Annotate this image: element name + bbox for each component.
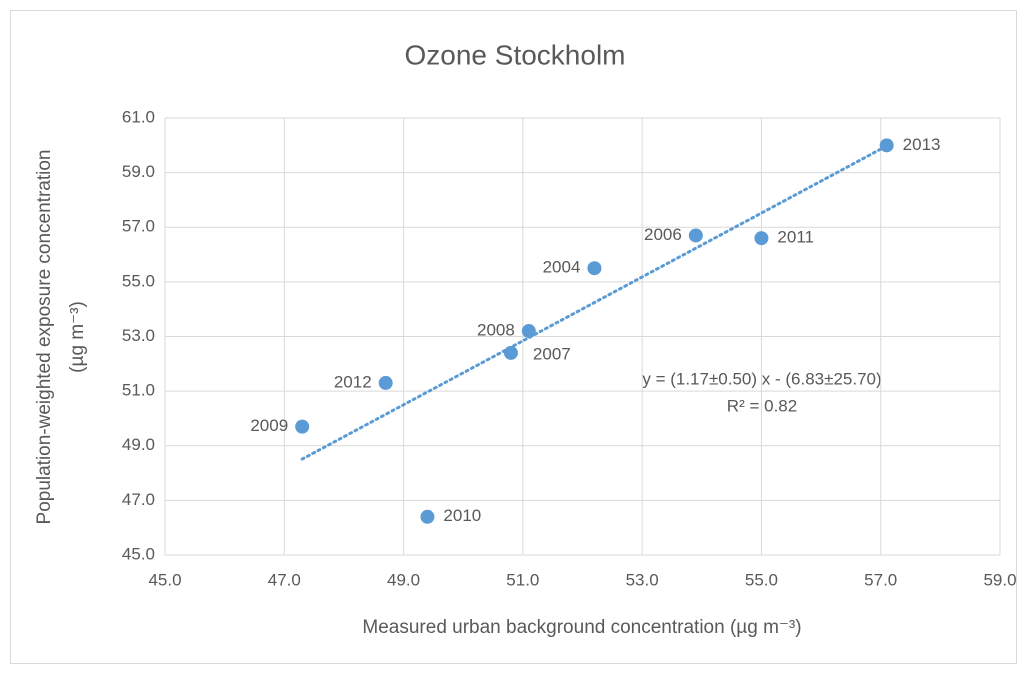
x-tick-label: 47.0 [268, 570, 301, 589]
point-label: 2009 [250, 416, 288, 435]
x-tick-label: 55.0 [745, 570, 778, 589]
point [420, 509, 435, 524]
y-tick-label: 45.0 [122, 544, 155, 563]
point [503, 345, 518, 360]
x-axis-title: Measured urban background concentration … [362, 617, 801, 638]
point-label: 2008 [477, 321, 515, 340]
x-tick-label: 45.0 [148, 570, 181, 589]
y-tick-label: 51.0 [122, 381, 155, 400]
point-label: 2004 [543, 258, 581, 277]
point-label: 2010 [443, 506, 481, 525]
point-label: 2007 [533, 344, 571, 363]
y-tick-label: 49.0 [122, 435, 155, 454]
point-label: 2006 [644, 225, 682, 244]
trendline [300, 144, 889, 461]
point [754, 231, 769, 246]
y-tick-label: 57.0 [122, 217, 155, 236]
point [587, 261, 602, 276]
point-label: 2011 [777, 228, 814, 247]
point [688, 228, 703, 243]
x-tick-label: 49.0 [387, 570, 420, 589]
y-axis-title: (µg m⁻³) [67, 301, 88, 373]
point [295, 419, 310, 434]
y-tick-label: 61.0 [122, 107, 155, 126]
point-label: 2012 [334, 372, 372, 391]
point-label: 2013 [903, 135, 941, 154]
x-tick-label: 59.0 [983, 570, 1016, 589]
x-tick-label: 53.0 [626, 570, 659, 589]
chart-title: Ozone Stockholm [405, 39, 626, 70]
y-tick-label: 59.0 [122, 162, 155, 181]
y-tick-label: 53.0 [122, 326, 155, 345]
point [378, 375, 393, 390]
trend-equation: y = (1.17±0.50) x - (6.83±25.70) [642, 369, 881, 388]
r-squared: R² = 0.82 [727, 396, 797, 415]
point [879, 138, 894, 153]
y-tick-label: 47.0 [122, 490, 155, 509]
x-tick-label: 51.0 [506, 570, 539, 589]
y-tick-label: 55.0 [122, 271, 155, 290]
y-axis-title: Population-weighted exposure concentrati… [34, 150, 55, 525]
point [521, 324, 536, 339]
x-tick-label: 57.0 [864, 570, 897, 589]
